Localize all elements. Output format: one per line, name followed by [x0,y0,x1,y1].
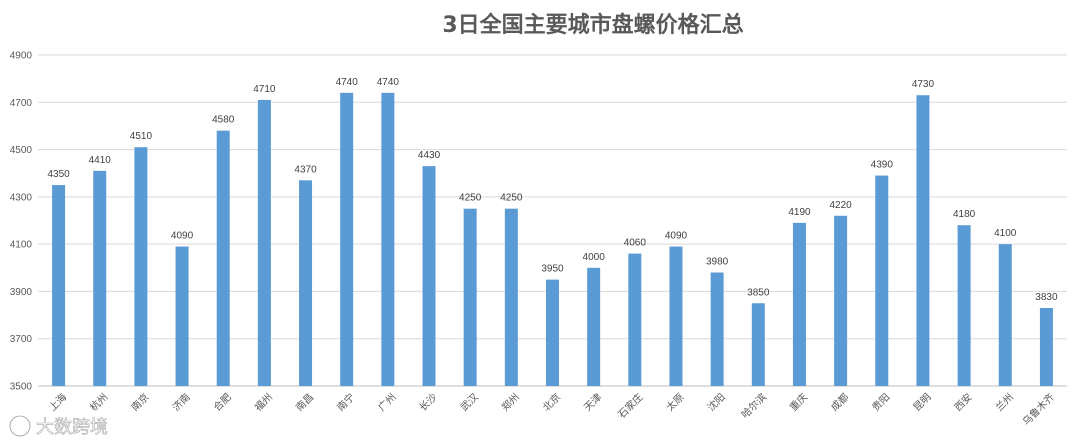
y-axis-ticks: 3500 3700 3900 4100 4300 4500 4700 4900 [10,51,33,393]
bar-22 [916,95,930,386]
data-label: 4370 [294,164,317,175]
x-tick-label: 重庆 [787,390,810,413]
x-tick-label: 哈尔滨 [739,390,769,420]
bar-15 [628,253,642,386]
bar-2 [93,170,107,386]
x-tick-label: 北京 [540,390,563,413]
x-tick-label: 贵阳 [869,390,892,413]
data-label: 4090 [171,231,194,242]
bar-23 [957,225,971,386]
bar-8 [340,92,354,386]
x-tick-label: 南宁 [334,390,357,413]
data-label: 4090 [665,231,688,242]
data-label: 4410 [89,155,112,166]
x-tick-label: 郑州 [499,390,522,413]
bar-4 [175,246,189,386]
x-tick-label: 成都 [829,391,852,414]
bar-1 [52,185,66,386]
bar-7 [299,180,313,386]
watermark: 大数跨境 [8,414,108,438]
x-tick-label: 合肥 [211,390,234,413]
data-labels: 4350 4410 4510 4090 4580 4710 4370 4740 4740 4430… [47,77,1058,303]
data-label: 4710 [253,84,276,95]
y-tick-label: 4500 [10,145,33,156]
x-tick-label: 杭州 [87,390,110,413]
x-tick-label: 兰州 [993,390,1016,413]
x-tick-label: 广州 [376,391,399,414]
bar-9 [381,92,395,386]
bar-10 [422,166,436,386]
data-label: 4730 [912,79,935,90]
data-label: 4740 [377,77,400,88]
x-tick-label: 南昌 [293,390,316,413]
bar-16 [669,246,683,386]
bar-11 [463,208,477,386]
data-label: 4180 [953,209,976,220]
y-tick-label: 3900 [10,287,33,298]
data-label: 4000 [583,252,606,263]
chart-title: 3日全国主要城市盘螺价格汇总 [442,12,743,38]
data-label: 4390 [871,160,894,171]
data-label: 4350 [47,169,70,180]
y-tick-label: 4900 [10,51,33,62]
bar-12 [504,208,518,386]
watermark-text: 大数跨境 [36,417,108,438]
bar-6 [257,99,271,387]
data-label: 3980 [706,257,729,268]
x-tick-label: 乌鲁木齐 [1020,390,1057,427]
bar-17 [710,272,724,386]
x-axis-ticks: 上海 杭州 南京 济南 合肥 福州 南昌 南宁 广州 长沙 武汉 郑州 北京 天津 石家庄 太原 沈阳 哈尔滨 重庆… [46,390,1057,427]
x-tick-label: 济南 [169,390,192,413]
data-label: 4190 [788,207,811,218]
x-tick-label: 天津 [582,391,605,414]
bar-25 [1039,307,1053,386]
bar-3 [134,147,148,386]
x-tick-label: 西安 [951,390,974,413]
bar-13 [546,279,559,386]
data-label: 3830 [1035,292,1058,303]
x-tick-label: 沈阳 [704,390,727,413]
x-tick-label: 长沙 [417,391,440,414]
bars [52,92,1053,387]
bar-21 [875,175,889,386]
data-label: 4250 [459,193,482,204]
data-label: 4100 [994,228,1017,239]
data-label: 4740 [336,77,359,88]
bar-18 [751,303,765,386]
x-tick-label: 武汉 [457,390,480,413]
x-tick-label: 福州 [252,390,275,413]
data-label: 4060 [624,238,647,249]
data-label: 4510 [130,131,153,142]
data-label: 4250 [500,193,523,204]
y-tick-label: 3700 [10,334,33,345]
y-tick-label: 4700 [10,98,33,109]
bar-24 [998,244,1012,386]
data-label: 4220 [829,200,852,211]
bar-20 [834,215,848,386]
x-tick-label: 南京 [128,390,151,413]
data-label: 4430 [418,150,441,161]
x-tick-label: 昆明 [911,391,934,414]
data-label: 3850 [747,287,770,298]
bar-19 [792,222,806,386]
x-tick-label: 石家庄 [615,390,645,420]
y-tick-label: 4100 [10,240,33,251]
x-tick-label: 上海 [46,390,69,413]
x-tick-label: 太原 [663,390,686,413]
data-label: 3950 [541,264,564,275]
bar-14 [587,267,601,386]
y-tick-label: 3500 [10,382,33,393]
data-label: 4580 [212,115,235,126]
y-tick-label: 4300 [10,192,33,203]
bar-5 [216,130,230,386]
